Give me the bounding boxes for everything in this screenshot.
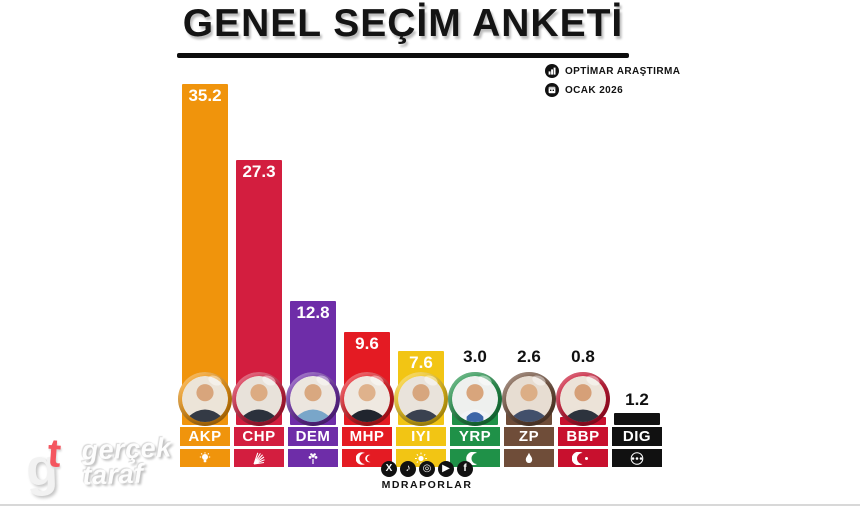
title-underline bbox=[177, 53, 629, 58]
bbp-crescent-star-icon bbox=[558, 449, 608, 467]
mhp-crescents-icon bbox=[342, 449, 392, 467]
bar-chart: 35.2 35.2 27.3 27.3 12.8 12.8 9.6 9.6 7.… bbox=[178, 78, 666, 426]
header: GENEL SEÇİM ANKETİ bbox=[0, 2, 806, 46]
leader-photo bbox=[232, 372, 286, 426]
party-tag-zp: ZP bbox=[504, 427, 554, 446]
value-label: 9.6 bbox=[355, 334, 379, 353]
party-tag-yrp: YRP bbox=[450, 427, 500, 446]
meta-source-row: OPTİMAR ARAŞTIRMA bbox=[545, 64, 680, 78]
social-icons: X ♪ ◎ ▶ f bbox=[0, 461, 854, 477]
monogram-t: t bbox=[46, 431, 63, 476]
party-abbr: YRP bbox=[458, 428, 492, 445]
party-tag-akp: AKP bbox=[180, 427, 230, 446]
leader-photo bbox=[502, 372, 556, 426]
meta-block: OPTİMAR ARAŞTIRMA OCAK 2026 bbox=[545, 64, 680, 97]
bar: 1.2 bbox=[614, 413, 660, 425]
zp-droplet-icon bbox=[504, 449, 554, 467]
bar: 35.2 bbox=[182, 84, 228, 425]
calendar-icon bbox=[545, 83, 559, 97]
facebook-icon: f bbox=[457, 461, 473, 477]
akp-bulb-icon bbox=[180, 449, 230, 467]
brand-line2: taraf bbox=[81, 458, 144, 491]
meta-date-row: OCAK 2026 bbox=[545, 83, 680, 97]
leader-photo bbox=[178, 372, 232, 426]
leader-photo bbox=[340, 372, 394, 426]
value-label: 1.2 bbox=[625, 390, 649, 409]
dem-tree-icon bbox=[288, 449, 338, 467]
party-tag-mhp: MHP bbox=[342, 427, 392, 446]
leader-photo bbox=[286, 372, 340, 426]
leader-photo bbox=[556, 372, 610, 426]
value-label: 2.6 bbox=[517, 347, 541, 366]
party-abbr: AKP bbox=[188, 428, 222, 445]
party-abbr: DEM bbox=[295, 428, 331, 445]
bar-chart-icon bbox=[545, 64, 559, 78]
party-tag-bbp: BBP bbox=[558, 427, 608, 446]
value-label: 12.8 bbox=[296, 303, 330, 322]
date-label: OCAK 2026 bbox=[565, 84, 624, 96]
party-abbr: BBP bbox=[566, 428, 600, 445]
party-abbr: DIG bbox=[622, 428, 652, 445]
value-label: 0.8 bbox=[571, 347, 595, 366]
value-label: 35.2 bbox=[188, 86, 222, 105]
value-label: 7.6 bbox=[409, 353, 433, 372]
party-tag-iyi: IYI bbox=[396, 427, 446, 446]
youtube-icon: ▶ bbox=[438, 461, 454, 477]
party-abbr: CHP bbox=[242, 428, 276, 445]
leader-photo bbox=[448, 372, 502, 426]
leader-photo bbox=[394, 372, 448, 426]
dig-ellipsis-icon bbox=[612, 449, 662, 467]
instagram-icon: ◎ bbox=[419, 461, 435, 477]
x-icon: X bbox=[381, 461, 397, 477]
party-tag-chp: CHP bbox=[234, 427, 284, 446]
tiktok-icon: ♪ bbox=[400, 461, 416, 477]
gercek-taraf-logo: g t gerçek taraf bbox=[25, 431, 173, 497]
party-abbr: MHP bbox=[349, 428, 385, 445]
party-abbr: IYI bbox=[411, 428, 431, 445]
source-label: OPTİMAR ARAŞTIRMA bbox=[565, 65, 681, 77]
footer: X ♪ ◎ ▶ f MDRAPORLAR bbox=[0, 461, 854, 491]
brand-name: gerçek taraf bbox=[81, 433, 173, 491]
value-label: 3.0 bbox=[463, 347, 487, 366]
party-tag-dem: DEM bbox=[288, 427, 338, 446]
publisher-handle: MDRAPORLAR bbox=[381, 479, 473, 491]
party-abbr: ZP bbox=[518, 428, 540, 445]
value-label: 27.3 bbox=[242, 162, 276, 181]
party-tag-dig: DIG bbox=[612, 427, 662, 446]
chp-six-arrows-icon bbox=[234, 449, 284, 467]
page-title: GENEL SEÇİM ANKETİ bbox=[182, 2, 624, 45]
gt-monogram-icon: g t bbox=[25, 431, 81, 497]
